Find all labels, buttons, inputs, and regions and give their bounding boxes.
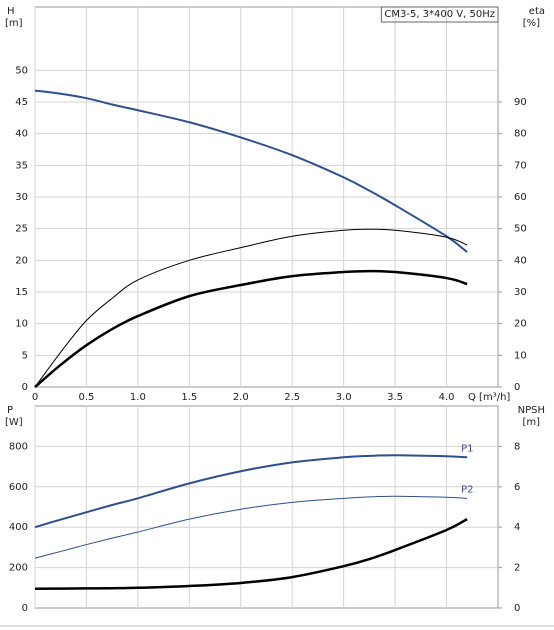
x-tick-label: 1.5 (181, 392, 197, 403)
y-tick-label: 20 (15, 255, 28, 266)
x-tick-label: 2.5 (284, 392, 300, 403)
y2-tick-label: 30 (514, 287, 527, 298)
annotation: CM3-5, 3*400 V, 50Hz (384, 9, 495, 20)
curve (34, 518, 468, 591)
y2-tick-label: 0 (514, 382, 520, 393)
y-tick-label: 45 (15, 97, 28, 108)
annotation-box (380, 6, 499, 23)
y2-axis-unit: [%] (523, 18, 540, 29)
y2-tick-label: 6 (514, 482, 520, 493)
x-tick-label: 4.0 (439, 392, 455, 403)
y2-tick-label: 90 (514, 97, 527, 108)
y2-tick-label: 2 (514, 563, 520, 574)
x-tick-label: 3.0 (336, 392, 352, 403)
x-tick-label: 0 (32, 392, 38, 403)
y-tick-label: 10 (15, 319, 28, 330)
curve (34, 495, 468, 559)
y-tick-label: 0 (22, 603, 28, 614)
y2-tick-label: 80 (514, 129, 527, 140)
y2-tick-label: 50 (514, 224, 527, 235)
x-tick-label: 2.0 (233, 392, 249, 403)
y2-tick-label: 4 (514, 522, 520, 533)
y-tick-label: 25 (15, 224, 28, 235)
y-axis-unit: [W] (5, 417, 23, 428)
y2-axis-label: eta (529, 6, 545, 17)
y-tick-label: 15 (15, 287, 28, 298)
curve (34, 228, 468, 388)
y2-tick-label: 10 (514, 350, 527, 361)
y2-tick-label: 70 (514, 160, 527, 171)
y2-tick-label: 0 (514, 603, 520, 614)
y-tick-label: 600 (9, 482, 28, 493)
y-tick-label: 50 (15, 65, 28, 76)
curve (34, 454, 468, 529)
y-axis-unit: [m] (5, 18, 23, 29)
y-tick-label: 800 (9, 441, 28, 452)
x-tick-label: 3.5 (387, 392, 403, 403)
y-tick-label: 40 (15, 129, 28, 140)
x-axis-label: Q [m³/h] (468, 392, 510, 403)
y-tick-label: 5 (22, 350, 28, 361)
y2-axis-label: NPSH (518, 405, 545, 416)
y2-tick-label: 20 (514, 319, 527, 330)
y-tick-label: 35 (15, 160, 28, 171)
y2-axis-unit: [m] (522, 417, 540, 428)
x-tick-label: 1.0 (130, 392, 146, 403)
y-tick-label: 200 (9, 563, 28, 574)
series-label: P2 (461, 484, 473, 495)
y-axis-label: H (7, 6, 15, 17)
curve (34, 269, 468, 388)
y-tick-label: 400 (9, 522, 28, 533)
y-tick-label: 30 (15, 192, 28, 203)
y-tick-label: 0 (22, 382, 28, 393)
y2-tick-label: 40 (514, 255, 527, 266)
series-label: P1 (461, 443, 473, 454)
y-axis-label: P (7, 405, 13, 416)
y2-tick-label: 8 (514, 441, 520, 452)
curve (34, 89, 468, 253)
y2-tick-label: 60 (514, 192, 527, 203)
x-tick-label: 0.5 (78, 392, 94, 403)
